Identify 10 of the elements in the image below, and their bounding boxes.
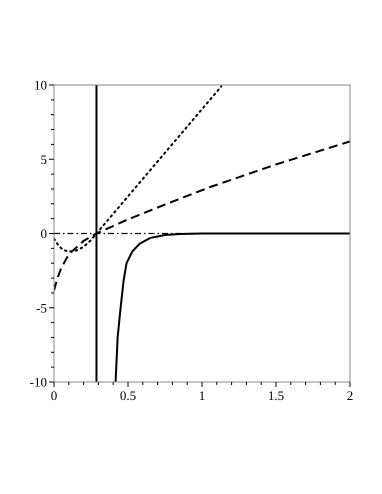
x-tick-label: 2 [346,388,354,403]
x-tick-label: 1 [198,388,206,403]
y-tick-label: -10 [30,374,47,390]
y-tick-label: 0 [40,226,47,242]
x-tick-label: 0.5 [120,388,136,403]
y-tick-label: 10 [34,78,47,93]
x-tick-label: 0 [50,388,58,403]
y-tick-label: -5 [36,300,47,316]
x-tick-label: 1.5 [268,388,284,403]
y-tick-label: 5 [40,152,47,167]
